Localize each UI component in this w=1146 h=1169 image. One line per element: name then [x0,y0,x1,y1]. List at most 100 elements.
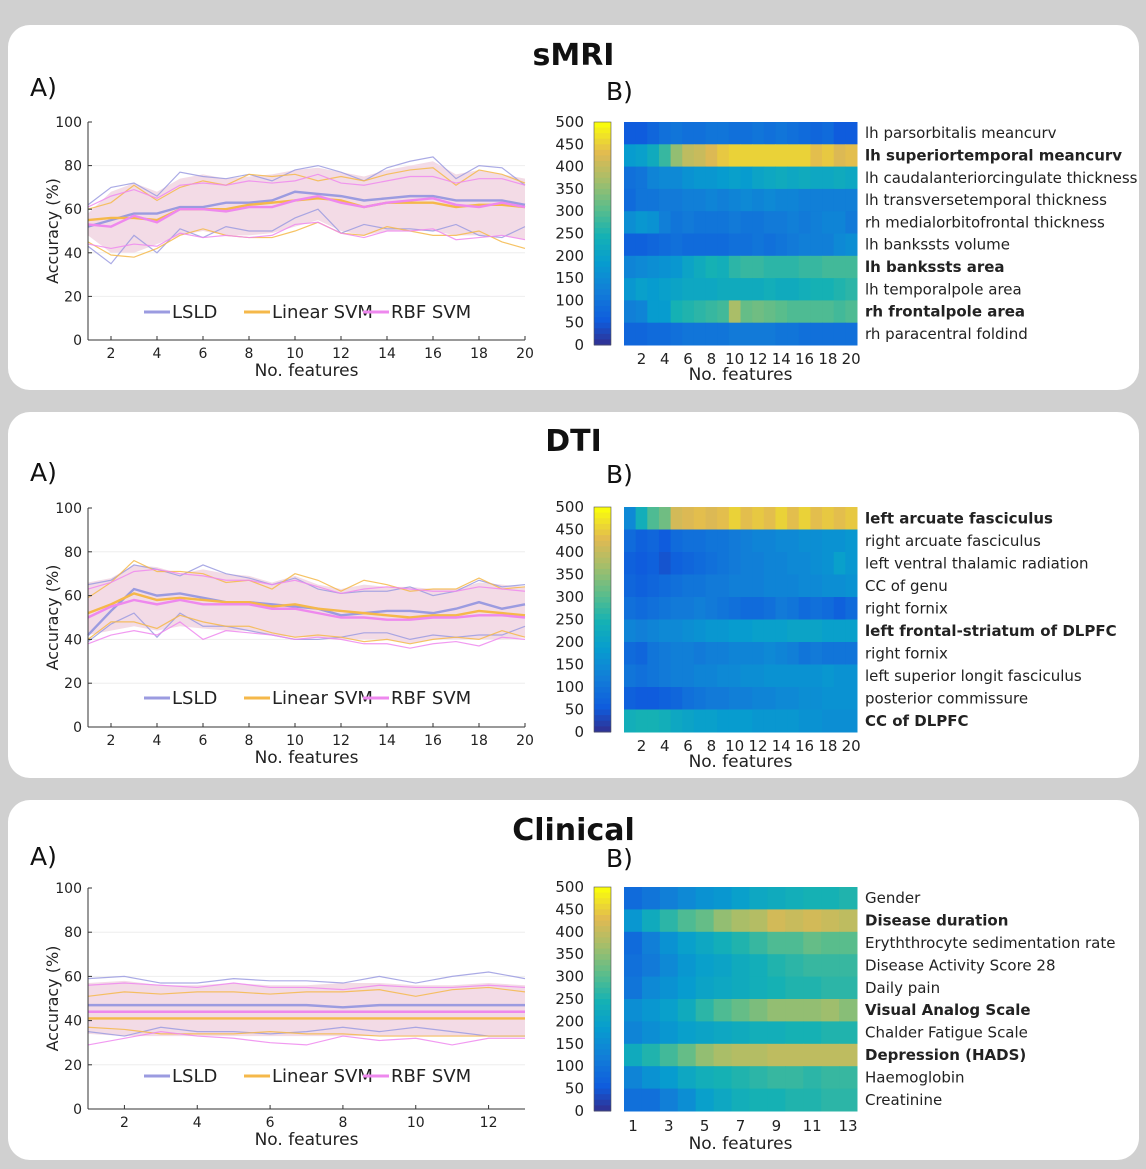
x-tick-label: 2 [107,346,116,362]
heatmap-cell [728,322,741,346]
colorbar-tick-label: 400 [555,543,584,561]
heatmap-cell [810,233,823,257]
colorbar-segment [594,965,611,972]
heatmap-cell [810,211,823,234]
colorbar-tick-label: 500 [555,878,584,896]
heatmap-cell [658,507,672,530]
heatmap-cell [713,931,733,955]
heatmap-cell [658,322,672,346]
x-tick-label: 2 [120,1115,129,1131]
heatmap-cell [731,1088,750,1112]
heatmap-cell [624,1088,643,1112]
heatmap-x-tick-label: 8 [707,737,717,755]
heatmap-cell [845,255,858,279]
panel-title: sMRI [532,38,615,73]
colorbar-segment [594,937,611,944]
heatmap-cell [647,255,660,279]
colorbar-segment [594,339,611,346]
colorbar-tick-label: 350 [555,945,584,963]
heatmap-cell [845,122,858,145]
heatmap-cell [822,619,835,643]
label-a: A) [30,458,57,487]
heatmap-x-tick-label: 6 [683,350,693,368]
heatmap-cell [705,166,718,190]
y-tick-label: 80 [64,159,82,175]
heatmap-cell [705,529,718,553]
heatmap-cell [695,976,715,1000]
heatmap-row-label: left superior longit fasciculus [865,667,1082,685]
heatmap-cell [845,507,858,530]
heatmap-cell [822,144,835,168]
heatmap-cell [682,574,695,598]
heatmap-cell [682,507,695,530]
colorbar-tick-label: 0 [574,336,584,354]
series-line-lsld [88,1003,525,1009]
heatmap-cell [641,931,661,955]
heatmap-cell [647,278,660,301]
heatmap-cell [717,278,730,301]
heatmap-cell [787,687,800,710]
heatmap-cell [658,529,672,553]
colorbar-segment [594,1004,611,1011]
heatmap-dti: 0 50 100 150 200 250 300 350 400 450 500 2 4 6 8 10 12 14… [555,498,1116,772]
colorbar-segment [594,283,611,290]
heatmap-cell [833,642,846,665]
heatmap-cell [767,999,786,1022]
x-tick-label: 4 [153,346,162,362]
heatmap-cell [624,976,643,1000]
heatmap-cell [752,619,765,643]
heatmap-cell [763,255,776,279]
heatmap-cell [635,255,648,279]
heatmap-cell [740,529,753,553]
heatmap-cell [624,166,637,190]
heatmap-x-tick-label: 9 [772,1117,782,1135]
heatmap-cell [658,122,672,145]
heatmap-cell [682,122,695,145]
heatmap-row-label: CC of genu [865,577,948,595]
heatmap-cell [798,122,811,145]
legend-label: RBF SVM [391,1066,471,1087]
heatmap-cell [713,1043,733,1067]
heatmap-cell [798,619,811,643]
heatmap-cell [647,709,660,733]
heatmap-cell [624,1021,643,1045]
heatmap-cell [658,687,672,710]
heatmap-cell [731,954,750,978]
heatmap-x-tick-label: 7 [736,1117,746,1135]
colorbar-segment [594,687,611,694]
series-line-linear-svm [87,592,526,619]
heatmap-cell [624,687,637,710]
colorbar-segment [594,625,611,632]
x-tick-label: 20 [516,733,534,749]
heatmap-cell [624,233,637,257]
colorbar-tick-label: 150 [555,1035,584,1053]
heatmap-cell [635,300,648,324]
heatmap-row-label: rh frontalpole area [865,303,1025,321]
heatmap-cell [775,664,788,688]
heatmap-cell [635,233,648,257]
heatmap-cell [641,887,661,910]
heatmap-cell [763,144,776,168]
heatmap-cell [785,909,804,933]
heatmap-x-axis-label: No. features [689,1134,793,1154]
colorbar-segment [594,194,611,201]
x-tick-label: 4 [153,733,162,749]
heatmap-cell [798,144,811,168]
colorbar-segment [594,211,611,218]
colorbar-tick-label: 300 [555,968,584,986]
heatmap-cell [763,709,776,733]
colorbar-segment [594,926,611,933]
heatmap-cell [821,1043,840,1067]
heatmap-cell [845,188,858,212]
heatmap-cell [763,278,776,301]
colorbar-tick-label: 350 [555,566,584,584]
colorbar-segment [594,122,611,129]
heatmap-cell [775,278,788,301]
heatmap-cell [752,211,765,234]
heatmap-row-label: lh bankssts area [865,258,1005,276]
colorbar-segment [594,529,611,536]
heatmap-x-tick-label: 5 [700,1117,710,1135]
colorbar-segment [594,1027,611,1034]
heatmap-cell [658,188,672,212]
heatmap-cell [810,664,823,688]
